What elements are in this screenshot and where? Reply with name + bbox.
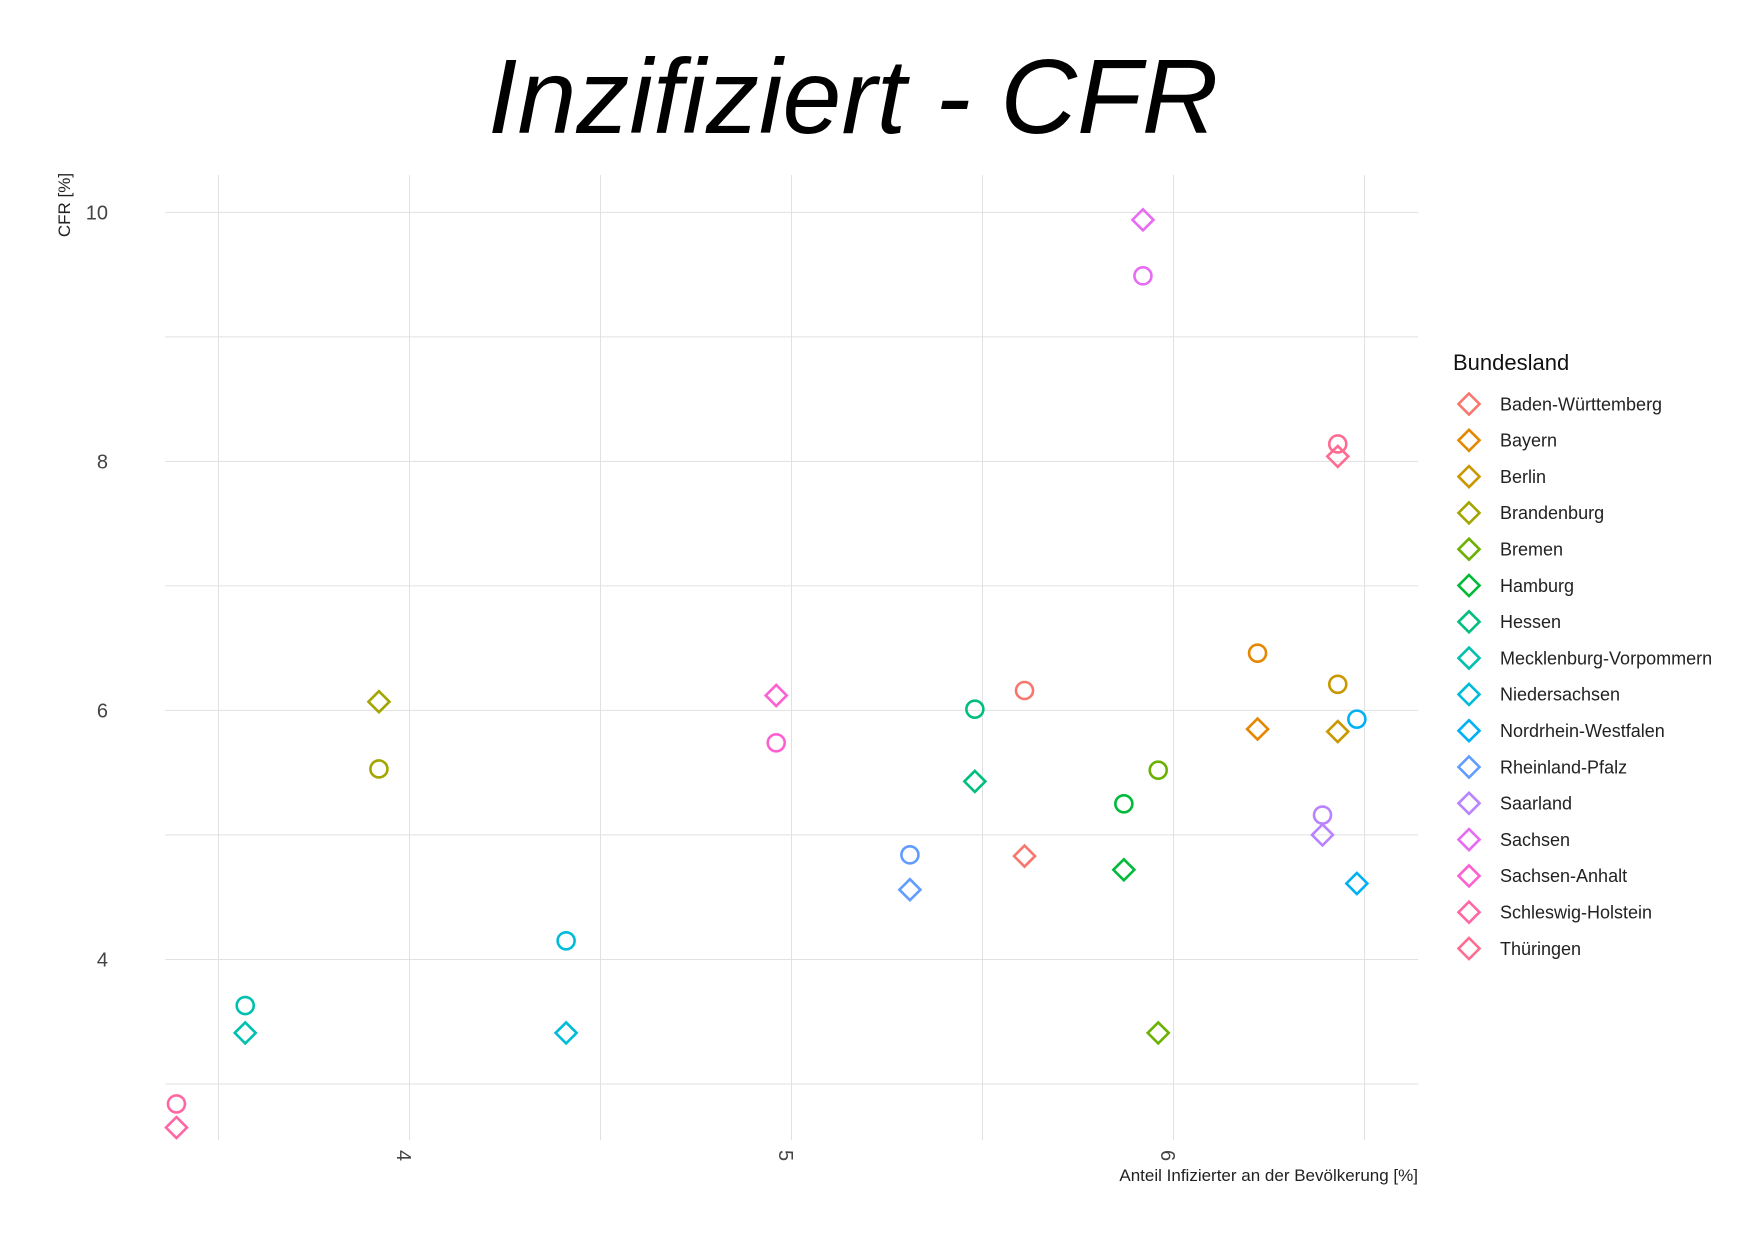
y-tick-label: 8 [97, 451, 108, 473]
point-circle [1327, 674, 1348, 695]
legend-label: Rheinland-Pfalz [1500, 757, 1627, 777]
axis-ticks: 4 5 6 4 6 8 10 [86, 202, 1178, 1161]
point-circle [1148, 760, 1169, 780]
point-circle [1114, 794, 1134, 814]
legend-key [1456, 754, 1482, 780]
legend-key [1456, 682, 1482, 707]
legend-key [1456, 899, 1482, 925]
point-circle [1247, 643, 1268, 663]
point-diamond [962, 769, 988, 794]
point-diamond [1325, 444, 1351, 469]
point-diamond [366, 689, 392, 715]
point-circle [965, 699, 985, 719]
point-diamond [1325, 719, 1351, 744]
point-diamond [763, 683, 789, 708]
legend-label: Saarland [1500, 794, 1572, 814]
legend-key [1456, 536, 1482, 562]
legend-items: Baden-Württemberg Bayern Berlin Brandenburg… [1456, 391, 1712, 961]
point-circle [1327, 434, 1348, 454]
y-axis-title: CFR [%] [55, 173, 74, 237]
legend: Bundesland Baden-Württemberg Bayern Berlin… [1453, 350, 1712, 961]
point-diamond [164, 1115, 189, 1140]
legend-key [1456, 573, 1482, 598]
legend-label: Brandenburg [1500, 503, 1604, 523]
legend-key [1456, 827, 1482, 852]
legend-label: Baden-Württemberg [1500, 394, 1662, 414]
point-circle [235, 995, 256, 1016]
point-circle [766, 732, 787, 753]
legend-label: Mecklenburg-Vorpommern [1500, 648, 1712, 668]
y-tick-label: 6 [97, 700, 108, 722]
point-circle [166, 1094, 187, 1114]
point-diamond [1310, 822, 1335, 848]
x-axis-title: Anteil Infizierter an der Bevölkerung [%… [1119, 1166, 1418, 1185]
point-circle [1133, 266, 1153, 286]
legend-label: Thüringen [1500, 939, 1581, 959]
legend-key [1456, 718, 1482, 744]
x-tick-label: 5 [774, 1150, 796, 1161]
point-diamond [1344, 871, 1370, 896]
point-circle [556, 930, 576, 951]
legend-label: Schleswig-Holstein [1500, 903, 1652, 923]
legend-key [1456, 936, 1482, 961]
legend-key [1456, 790, 1482, 816]
legend-key [1456, 464, 1482, 489]
point-diamond [1012, 843, 1037, 869]
point-circle [1014, 680, 1035, 701]
point-circle [1347, 709, 1367, 729]
legend-key [1456, 863, 1482, 889]
y-tick-label: 4 [97, 949, 108, 971]
legend-key [1456, 427, 1482, 453]
point-diamond [897, 877, 923, 903]
legend-key [1456, 391, 1482, 417]
point-circle [900, 845, 920, 865]
point-circle [369, 759, 389, 779]
point-diamond [1130, 207, 1156, 233]
chart-title: Inzifiziert - CFR [488, 38, 1218, 156]
grid-lines [165, 175, 1418, 1140]
legend-label: Niedersachsen [1500, 685, 1620, 705]
point-diamond [1245, 716, 1270, 742]
point-diamond [1111, 857, 1137, 883]
legend-key [1456, 609, 1482, 635]
legend-label: Hessen [1500, 612, 1561, 632]
point-diamond [553, 1020, 579, 1046]
legend-label: Nordrhein-Westfalen [1500, 721, 1665, 741]
legend-key [1456, 500, 1482, 526]
legend-label: Berlin [1500, 467, 1546, 487]
legend-key [1456, 645, 1482, 671]
legend-label: Bremen [1500, 540, 1563, 560]
legend-label: Sachsen [1500, 830, 1570, 850]
legend-label: Hamburg [1500, 576, 1574, 596]
point-diamond [232, 1020, 258, 1046]
x-tick-label: 6 [1156, 1150, 1178, 1161]
data-points [164, 207, 1370, 1140]
legend-label: Sachsen-Anhalt [1500, 866, 1627, 886]
legend-title: Bundesland [1453, 350, 1569, 375]
y-tick-label: 10 [86, 202, 108, 224]
legend-label: Bayern [1500, 431, 1557, 451]
x-tick-label: 4 [392, 1150, 414, 1161]
point-diamond [1145, 1020, 1171, 1046]
